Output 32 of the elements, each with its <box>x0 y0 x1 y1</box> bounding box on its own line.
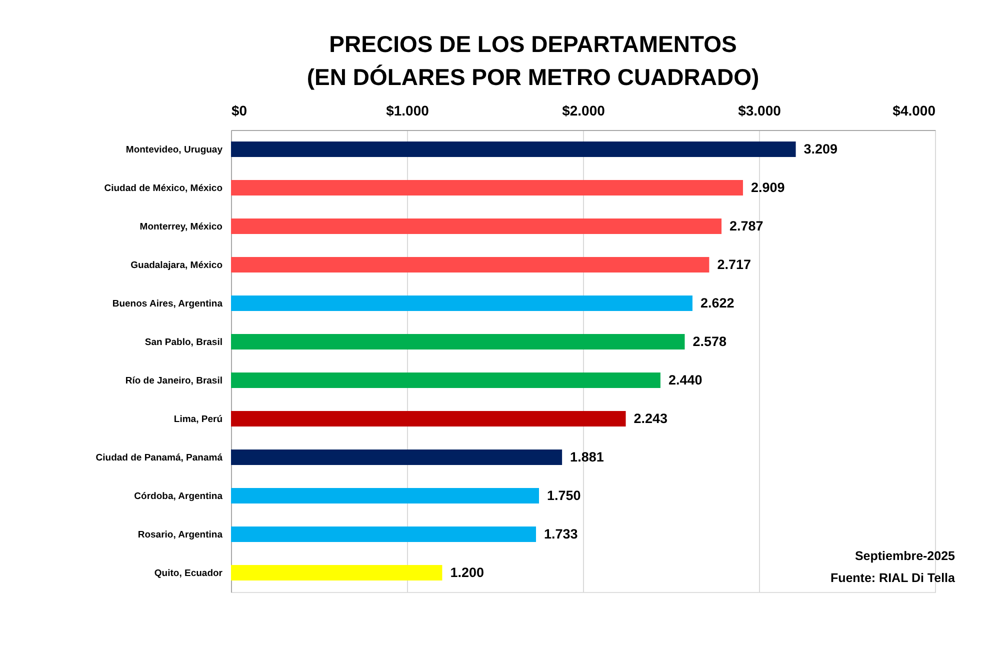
y-tick-label: Quito, Ecuador <box>154 568 223 579</box>
x-tick-label: $1.000 <box>386 102 430 118</box>
data-label: 3.209 <box>804 141 838 156</box>
chart-title: PRECIOS DE LOS DEPARTAMENTOS (EN DÓLARES POR METRO CUADRADO) <box>306 31 760 90</box>
x-tick-label: $3.000 <box>738 102 782 118</box>
annotation: Septiembre-2025 <box>854 549 956 563</box>
y-tick-label: Córdoba, Argentina <box>134 490 224 502</box>
y-tick-label: Buenos Aires, Argentina <box>112 298 224 310</box>
data-label: 2.440 <box>668 372 702 388</box>
y-tick-label: Monterrey, México <box>140 221 223 232</box>
y-tick-label: Lima, Perú <box>174 414 223 425</box>
x-tick-label: $2.000 <box>562 102 606 118</box>
y-tick-label: Río de Janeiro, Brasil <box>125 375 222 386</box>
y-tick-label: San Pablo, Brasil <box>144 336 222 348</box>
data-label: 2.578 <box>692 334 728 349</box>
data-label: 2.717 <box>717 256 751 272</box>
annotation: Fuente: RIAL Di Tella <box>830 571 956 585</box>
y-tick-label: Ciudad de Panamá, Panamá <box>96 452 224 464</box>
data-label: 1.200 <box>450 564 484 580</box>
data-label: 1.881 <box>570 449 604 464</box>
data-label: 2.909 <box>750 180 785 195</box>
data-label: 2.243 <box>634 410 668 426</box>
x-tick-label: $0 <box>232 102 248 118</box>
data-label: 2.787 <box>730 218 764 234</box>
y-tick-label: Guadalajara, México <box>130 260 223 271</box>
y-tick-label: Rosario, Argentina <box>138 529 224 540</box>
data-label: 1.733 <box>544 526 578 542</box>
y-tick-label: Montevideo, Uruguay <box>126 144 224 156</box>
data-label: 2.622 <box>700 295 734 310</box>
x-tick-label: $4.000 <box>892 102 936 118</box>
data-label: 1.750 <box>547 488 581 503</box>
y-tick-label: Ciudad de México, México <box>104 182 223 194</box>
